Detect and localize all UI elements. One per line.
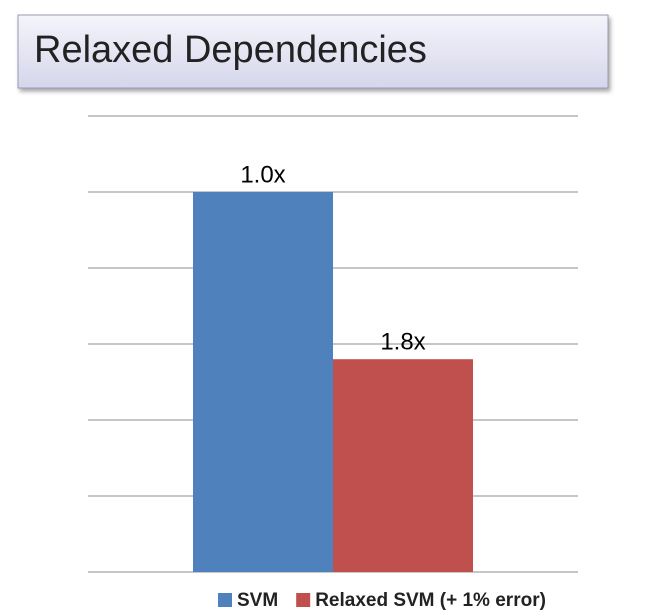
legend-label: SVM xyxy=(237,590,278,611)
legend-label: Relaxed SVM (+ 1% error) xyxy=(315,590,546,611)
legend-swatch xyxy=(218,593,232,607)
slide-title: Relaxed Dependencies xyxy=(34,29,427,71)
annotation: 1.0x xyxy=(240,161,285,188)
title-box xyxy=(17,14,609,89)
bar xyxy=(333,359,473,572)
legend-swatch xyxy=(296,593,311,607)
annotation: 1.8x xyxy=(380,329,425,356)
bar xyxy=(193,192,333,572)
